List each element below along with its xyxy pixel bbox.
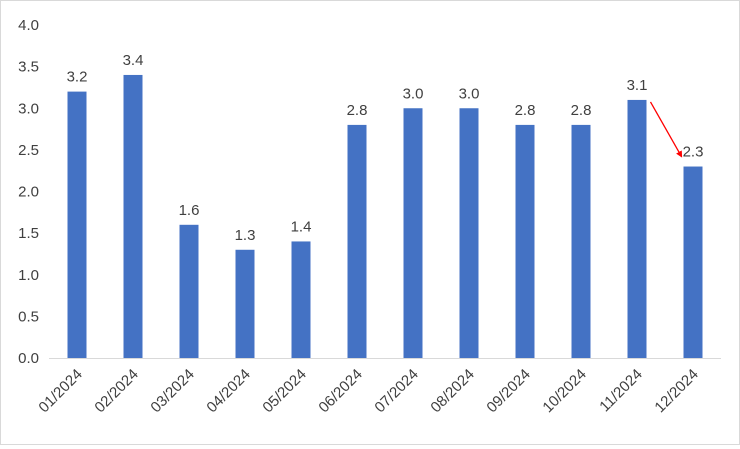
y-tick-label: 2.0 [18, 184, 39, 201]
y-tick-label: 3.0 [18, 100, 39, 117]
y-tick-label: 1.5 [18, 225, 39, 242]
bar [67, 91, 87, 358]
x-tick-label: 03/2024 [147, 366, 197, 416]
data-label: 1.3 [235, 227, 256, 244]
y-axis-ticks: 0.0 0.5 1.0 1.5 2.0 2.5 3.0 3.5 4.0 [18, 17, 39, 367]
data-label: 3.4 [123, 52, 144, 69]
y-tick-label: 4.0 [18, 17, 39, 34]
x-tick-label: 07/2024 [371, 366, 421, 416]
bar [123, 74, 143, 358]
bar [459, 108, 479, 358]
y-tick-label: 3.5 [18, 59, 39, 76]
data-label: 3.1 [627, 77, 648, 94]
data-label: 2.8 [347, 102, 368, 119]
annotations-group [649, 101, 683, 158]
data-label: 1.4 [291, 218, 312, 235]
data-label: 2.3 [683, 144, 704, 161]
trend-arrow [649, 101, 683, 158]
x-tick-label: 06/2024 [315, 366, 365, 416]
bar [179, 224, 199, 358]
bar [683, 166, 703, 358]
x-tick-label: 09/2024 [483, 366, 533, 416]
bar [627, 99, 647, 359]
bar [571, 124, 591, 359]
data-label: 3.0 [403, 85, 424, 102]
x-tick-label: 01/2024 [35, 366, 85, 416]
bar [235, 249, 255, 358]
x-tick-label: 08/2024 [427, 366, 477, 416]
x-axis-ticks: 01/2024 02/2024 03/2024 04/2024 05/2024 06/20… [35, 366, 701, 416]
y-tick-label: 0.0 [18, 350, 39, 367]
y-tick-label: 1.0 [18, 267, 39, 284]
y-tick-label: 2.5 [18, 142, 39, 159]
bar [515, 124, 535, 359]
x-tick-label: 05/2024 [259, 366, 309, 416]
data-label: 1.6 [179, 202, 200, 219]
x-tick-label: 11/2024 [596, 366, 646, 416]
data-label: 2.8 [515, 102, 536, 119]
bar [403, 108, 423, 358]
x-tick-label: 04/2024 [203, 366, 253, 416]
x-tick-label: 10/2024 [539, 366, 589, 416]
x-tick-label: 12/2024 [651, 366, 701, 416]
y-tick-label: 0.5 [18, 308, 39, 325]
data-labels-group: 3.2 3.4 1.6 1.3 1.4 2.8 3.0 3.0 2.8 2.8 3.1 2.3 [67, 52, 704, 244]
data-label: 3.0 [459, 85, 480, 102]
x-tick-label: 02/2024 [91, 366, 141, 416]
bar [347, 124, 367, 359]
bar [291, 241, 311, 358]
data-label: 3.2 [67, 69, 88, 86]
data-label: 2.8 [571, 102, 592, 119]
bars-group [67, 74, 703, 359]
